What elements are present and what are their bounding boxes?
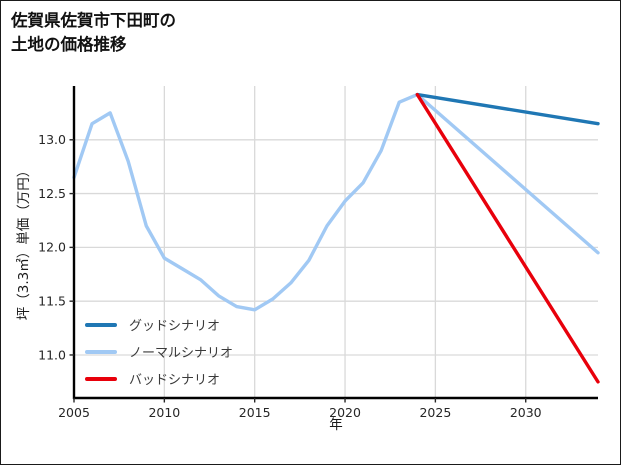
y-tick-label: 13.0: [38, 132, 66, 147]
x-tick-label: 2010: [148, 405, 180, 420]
series-line-3: [415, 92, 600, 384]
chart-title: 佐賀県佐賀市下田町の 土地の価格推移: [11, 9, 176, 57]
y-tick-label: 12.5: [38, 186, 66, 201]
legend-swatch-icon: [85, 322, 117, 327]
y-tick-label: 11.5: [38, 293, 66, 308]
legend-label: グッドシナリオ: [129, 319, 221, 334]
chart-title-line-2: 土地の価格推移: [11, 34, 127, 54]
x-tick-label: 2030: [510, 405, 542, 420]
x-tick-label: 2015: [239, 405, 271, 420]
x-axis-label: 年: [329, 417, 343, 433]
y-tick-label: 11.0: [38, 347, 66, 362]
legend-swatch-icon: [85, 376, 117, 381]
series-line-2: [72, 92, 600, 312]
legend-item-3: バッドシナリオ: [85, 365, 233, 392]
x-tick-label: 2005: [58, 405, 90, 420]
x-tick-label: 2020: [329, 405, 361, 420]
legend-swatch-icon: [85, 349, 117, 354]
legend-label: ノーマルシナリオ: [129, 346, 234, 361]
y-axis-label: 坪（3.3㎡）単価（万円）: [16, 163, 32, 321]
legend: グッドシナリオ ノーマルシナリオ バッドシナリオ: [85, 311, 233, 392]
x-tick-label: 2025: [419, 405, 451, 420]
series-line-1: [415, 92, 600, 126]
legend-label: バッドシナリオ: [129, 373, 221, 388]
chart-title-line-1: 佐賀県佐賀市下田町の: [11, 11, 176, 30]
legend-item-2: ノーマルシナリオ: [85, 338, 233, 365]
y-tick-label: 12.0: [38, 240, 66, 255]
legend-item-1: グッドシナリオ: [85, 311, 233, 338]
